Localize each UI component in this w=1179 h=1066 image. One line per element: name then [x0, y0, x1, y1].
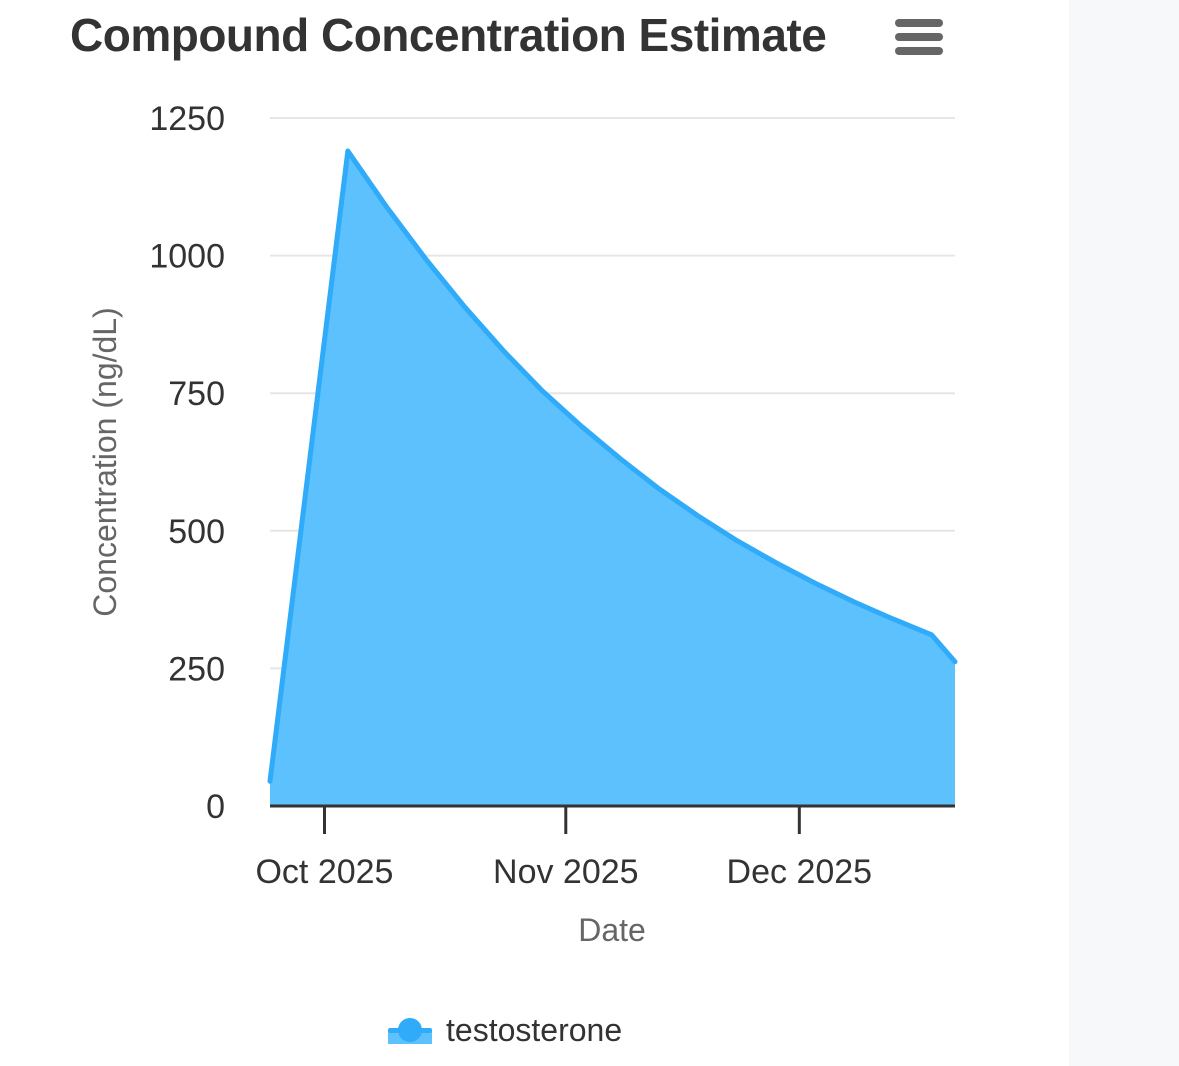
x-tick-label-2025-12-01: Dec 2025: [727, 853, 873, 891]
x-axis: [270, 804, 955, 834]
legend-symbol: [386, 1012, 434, 1048]
y-tick-label-500: 500: [168, 513, 225, 551]
series-layer: [267, 148, 958, 807]
side-panel: [1069, 0, 1179, 1066]
chart-plot: 0 250 500 750 1000 1250 Oct 2025 Nov 2025 Dec 2…: [87, 100, 958, 948]
y-axis-title: Concentration (ng/dL): [87, 307, 123, 617]
y-tick-label-1000: 1000: [149, 238, 225, 276]
chart-title: Compound Concentration Estimate: [70, 9, 827, 61]
x-axis-labels: Oct 2025 Nov 2025 Dec 2025: [255, 853, 872, 891]
y-axis-labels: 0 250 500 750 1000 1250: [149, 100, 225, 826]
y-tick-label-0: 0: [206, 788, 225, 826]
x-axis-title: Date: [578, 912, 646, 948]
x-tick-label-2025-10-01: Oct 2025: [255, 853, 393, 891]
legend-label: testosterone: [446, 1011, 623, 1048]
y-tick-label-250: 250: [168, 650, 225, 688]
x-tick-label-2025-11-01: Nov 2025: [493, 853, 639, 891]
y-tick-label-750: 750: [168, 375, 225, 413]
y-tick-label-1250: 1250: [149, 100, 225, 138]
series-line-testosterone: [267, 148, 958, 784]
series-area-testosterone: [270, 151, 955, 807]
chart-menu-button[interactable]: [893, 16, 945, 60]
legend-item-testosterone[interactable]: testosterone: [386, 1010, 622, 1050]
